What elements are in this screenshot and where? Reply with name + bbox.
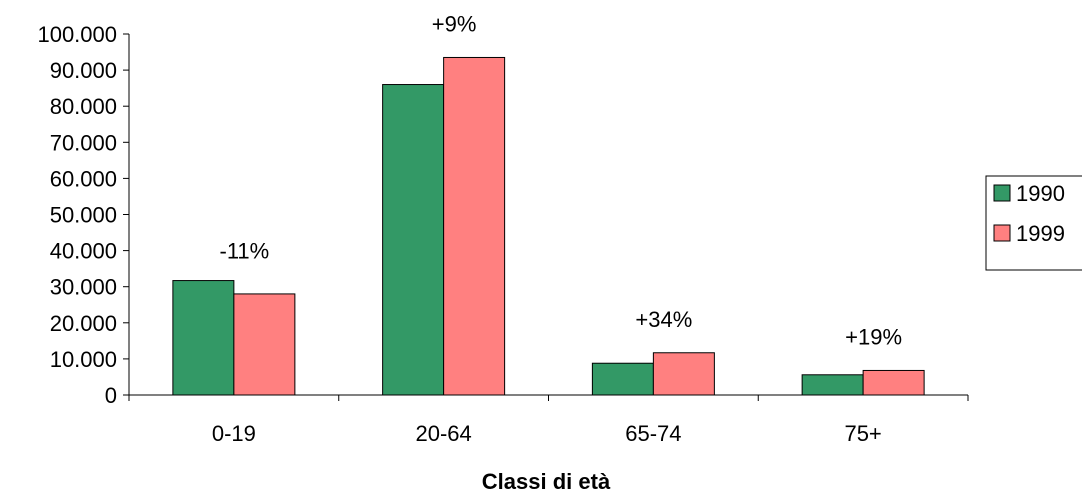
bar-1990-65-74: [591, 362, 654, 396]
legend-swatch-1999: [993, 224, 1011, 242]
x-tick-label: 75+: [844, 421, 881, 446]
change-label: +19%: [845, 324, 902, 349]
bar-1990-75+: [801, 374, 864, 396]
y-tick-label: 20.000: [50, 311, 117, 336]
y-tick-label: 40.000: [50, 239, 117, 264]
x-axis: 0-19 20-64 65-74 75+: [128, 394, 969, 446]
legend-swatch-1990: [993, 184, 1011, 202]
x-tick-label: 20-64: [415, 421, 471, 446]
y-tick-label: 0: [105, 383, 117, 408]
y-tick-label: 80.000: [50, 94, 117, 119]
y-tick-label: 10.000: [50, 347, 117, 372]
y-tick-label: 70.000: [50, 130, 117, 155]
legend: 1990 1999: [985, 175, 1082, 271]
change-label: -11%: [220, 239, 270, 264]
y-tick-label: 30.000: [50, 275, 117, 300]
bar-1999-20-64: [443, 56, 506, 396]
bar-1999-65-74: [652, 352, 715, 396]
x-axis-title: Classi di età: [482, 469, 611, 494]
data-labels: -11% +9% +34% +19%: [220, 11, 903, 349]
bar-1990-0-19: [172, 280, 235, 396]
bar-1990-20-64: [382, 84, 445, 396]
change-label: +34%: [635, 307, 692, 332]
y-tick-label: 50.000: [50, 203, 117, 228]
change-label: +9%: [432, 11, 477, 36]
x-tick-label: 65-74: [625, 421, 681, 446]
bar-1999-0-19: [233, 293, 296, 396]
y-tick-label: 60.000: [50, 166, 117, 191]
legend-label-1999: 1999: [1016, 221, 1065, 246]
y-tick-label: 90.000: [50, 58, 117, 83]
x-tick-label: 0-19: [212, 421, 256, 446]
bars: [172, 56, 925, 396]
legend-label-1990: 1990: [1016, 181, 1065, 206]
bar-1999-75+: [862, 369, 925, 396]
y-axis: 0 10.000 20.000 30.000 40.000 50.000 60.000 70.…: [37, 22, 130, 408]
y-tick-label: 100.000: [37, 22, 117, 47]
